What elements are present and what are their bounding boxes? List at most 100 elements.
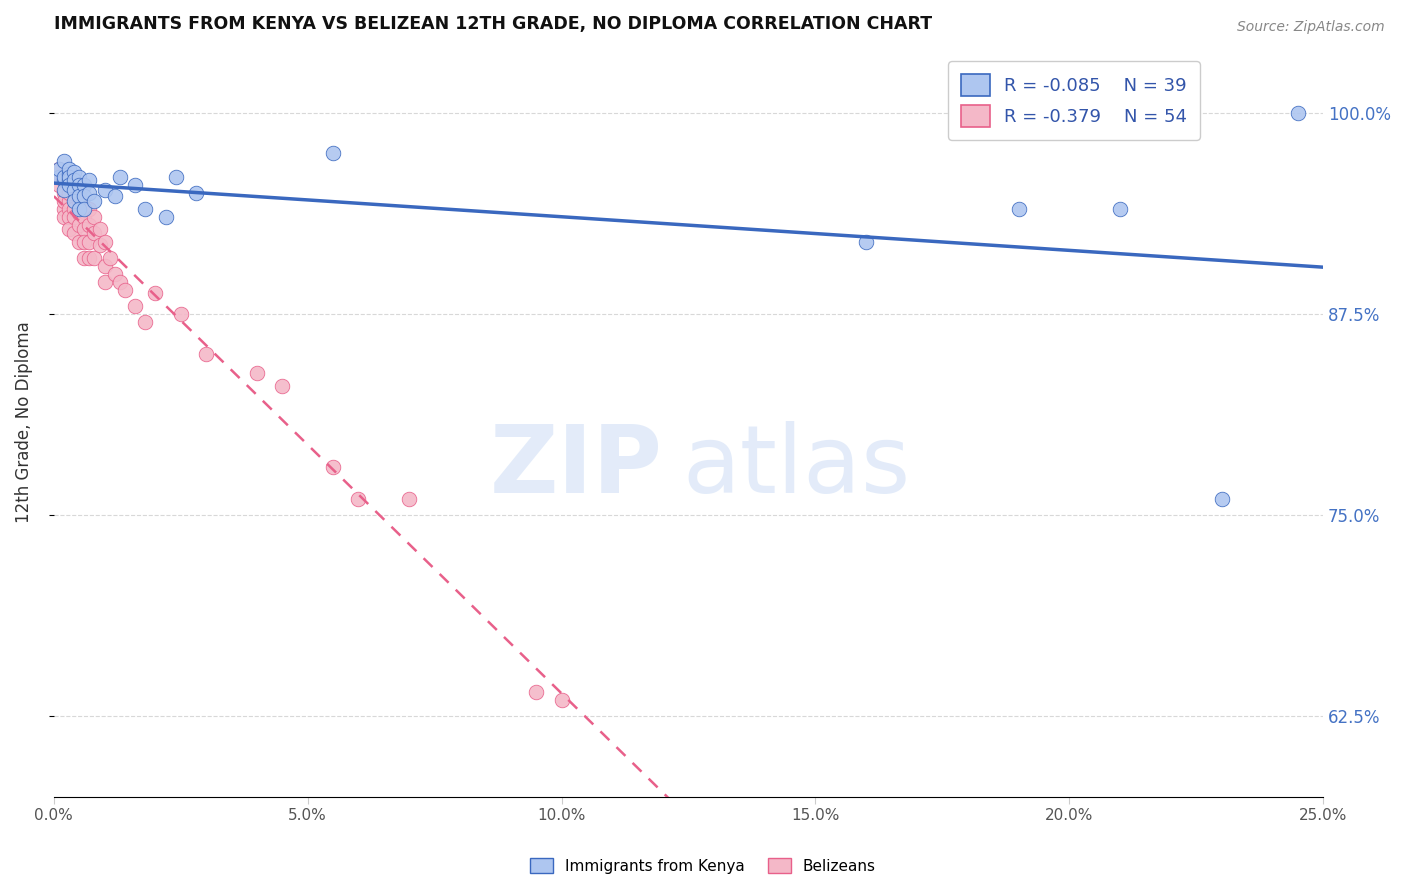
Point [114,283,136,297]
Point [53,170,76,185]
Point [79,186,101,201]
Point [93,259,115,273]
Point [124,178,146,193]
Text: IMMIGRANTS FROM KENYA VS BELIZEAN 12TH GRADE, NO DIPLOMA CORRELATION CHART: IMMIGRANTS FROM KENYA VS BELIZEAN 12TH G… [53,15,932,33]
Point [63,178,86,193]
Point [58,173,80,187]
Point [58,194,80,209]
Point [58,167,80,181]
Point [108,170,131,185]
Point [134,202,156,217]
Point [67,205,90,219]
Point [83,251,105,265]
Point [165,170,187,185]
Point [184,186,207,201]
Point [73,221,96,235]
Point [322,146,344,161]
Point [1109,202,1132,217]
Point [124,299,146,313]
Point [63,173,86,187]
Point [67,189,90,203]
Text: ZIP: ZIP [491,421,664,514]
Point [53,194,76,209]
Point [67,219,90,233]
Point [63,183,86,197]
Point [63,227,86,241]
Point [195,347,218,361]
Point [67,194,90,209]
Point [98,251,121,265]
Point [73,251,96,265]
Point [1211,491,1233,506]
Point [53,202,76,217]
Point [73,202,96,217]
Point [73,235,96,249]
Point [58,186,80,201]
Point [58,202,80,217]
Point [89,237,111,252]
Point [48,162,70,177]
Point [89,221,111,235]
Point [53,173,76,187]
Point [93,183,115,197]
Point [246,367,269,381]
Point [79,202,101,217]
Point [83,194,105,209]
Y-axis label: 12th Grade, No Diploma: 12th Grade, No Diploma [15,322,32,524]
Point [83,227,105,241]
Point [58,170,80,185]
Point [93,235,115,249]
Point [550,693,572,707]
Point [271,379,294,393]
Point [67,235,90,249]
Point [58,178,80,193]
Point [53,154,76,169]
Point [63,202,86,217]
Point [48,178,70,193]
Point [63,165,86,179]
Point [108,275,131,289]
Point [347,491,370,506]
Text: Source: ZipAtlas.com: Source: ZipAtlas.com [1237,20,1385,34]
Point [104,189,127,203]
Point [79,219,101,233]
Point [53,211,76,225]
Point [1286,105,1309,120]
Point [73,189,96,203]
Point [170,307,193,321]
Point [79,173,101,187]
Point [58,221,80,235]
Point [67,178,90,193]
Legend: Immigrants from Kenya, Belizeans: Immigrants from Kenya, Belizeans [524,852,882,880]
Text: atlas: atlas [682,421,911,514]
Point [155,211,177,225]
Point [104,267,127,281]
Point [79,235,101,249]
Point [48,170,70,185]
Point [322,459,344,474]
Point [53,183,76,197]
Point [524,685,547,699]
Point [1007,202,1029,217]
Point [48,162,70,177]
Point [58,211,80,225]
Point [63,211,86,225]
Point [79,251,101,265]
Point [63,194,86,209]
Legend: R = -0.085    N = 39, R = -0.379    N = 54: R = -0.085 N = 39, R = -0.379 N = 54 [948,62,1199,139]
Point [83,211,105,225]
Point [67,202,90,217]
Point [134,315,156,329]
Point [398,491,420,506]
Point [53,173,76,187]
Point [93,275,115,289]
Point [53,186,76,201]
Point [145,286,167,301]
Point [73,178,96,193]
Point [58,170,80,185]
Point [73,211,96,225]
Point [48,170,70,185]
Point [67,170,90,185]
Point [855,235,877,249]
Point [58,162,80,177]
